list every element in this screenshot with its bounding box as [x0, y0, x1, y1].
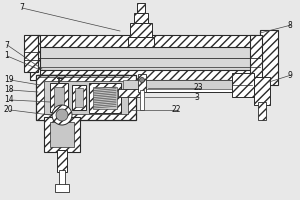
Text: 7: 7	[4, 40, 9, 49]
Bar	[123, 80, 252, 89]
Text: 14: 14	[4, 96, 14, 104]
Bar	[89, 83, 121, 113]
Bar	[59, 170, 65, 186]
Bar	[128, 37, 154, 47]
Bar	[24, 35, 38, 72]
Text: 22: 22	[172, 106, 182, 114]
Bar	[138, 74, 146, 92]
Circle shape	[52, 105, 72, 125]
Bar	[130, 23, 152, 37]
Bar	[38, 47, 260, 70]
Bar	[38, 35, 260, 47]
Bar	[120, 77, 255, 92]
Bar	[140, 90, 144, 110]
Bar	[38, 70, 260, 80]
Bar	[44, 81, 128, 114]
Bar	[54, 87, 64, 108]
Bar	[254, 77, 270, 105]
Bar	[75, 88, 83, 107]
Bar	[93, 87, 117, 109]
Circle shape	[56, 109, 68, 121]
Bar	[232, 73, 254, 97]
Text: 9: 9	[288, 71, 293, 79]
Bar	[258, 102, 266, 120]
Text: 7: 7	[19, 3, 24, 12]
Bar	[118, 89, 142, 97]
Bar	[57, 150, 67, 172]
Bar	[50, 83, 68, 112]
Bar	[134, 13, 148, 23]
Bar	[72, 85, 86, 110]
Bar	[55, 184, 69, 192]
Text: 18: 18	[4, 86, 14, 95]
Bar	[260, 30, 278, 85]
Bar	[30, 35, 40, 80]
Bar	[44, 117, 80, 152]
Text: 1: 1	[4, 51, 9, 60]
Text: 23: 23	[194, 84, 204, 92]
Bar	[235, 77, 263, 87]
Bar	[250, 35, 262, 80]
Text: 3: 3	[194, 92, 199, 102]
Bar	[137, 3, 145, 13]
Text: 20: 20	[4, 106, 14, 114]
Circle shape	[140, 77, 145, 82]
Text: 8: 8	[288, 21, 293, 29]
Bar	[50, 122, 74, 147]
Text: 19: 19	[4, 75, 14, 84]
Bar	[36, 75, 136, 120]
